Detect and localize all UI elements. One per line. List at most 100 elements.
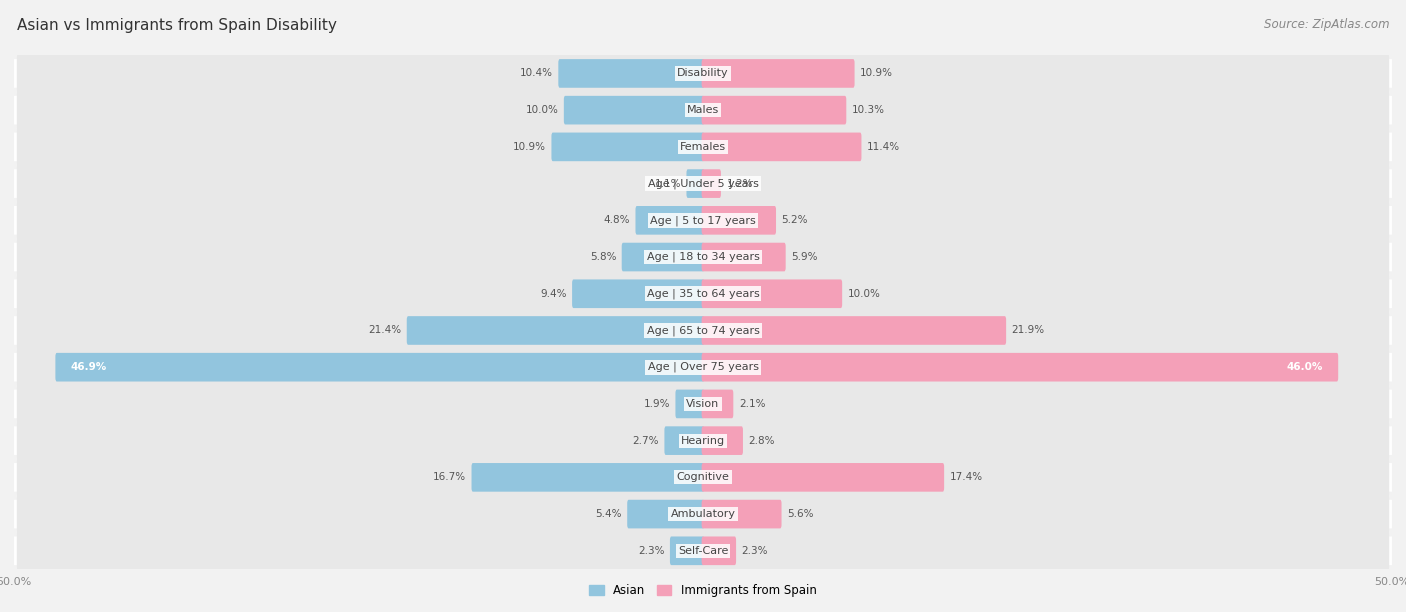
Text: 9.4%: 9.4% — [540, 289, 567, 299]
FancyBboxPatch shape — [14, 243, 1392, 271]
Text: Ambulatory: Ambulatory — [671, 509, 735, 519]
FancyBboxPatch shape — [665, 427, 704, 455]
FancyBboxPatch shape — [702, 427, 742, 455]
Text: Males: Males — [688, 105, 718, 115]
FancyBboxPatch shape — [17, 196, 1389, 245]
FancyBboxPatch shape — [17, 86, 1389, 135]
Text: Age | 35 to 64 years: Age | 35 to 64 years — [647, 288, 759, 299]
FancyBboxPatch shape — [14, 390, 1392, 418]
FancyBboxPatch shape — [702, 353, 1339, 381]
Text: 5.4%: 5.4% — [595, 509, 621, 519]
Text: 17.4%: 17.4% — [949, 472, 983, 482]
Text: Disability: Disability — [678, 69, 728, 78]
Text: 10.3%: 10.3% — [852, 105, 884, 115]
FancyBboxPatch shape — [572, 280, 704, 308]
FancyBboxPatch shape — [14, 280, 1392, 308]
Text: Females: Females — [681, 142, 725, 152]
Text: Vision: Vision — [686, 399, 720, 409]
Text: 2.8%: 2.8% — [748, 436, 775, 446]
Text: 46.0%: 46.0% — [1286, 362, 1323, 372]
FancyBboxPatch shape — [14, 427, 1392, 455]
FancyBboxPatch shape — [702, 96, 846, 124]
FancyBboxPatch shape — [17, 416, 1389, 465]
FancyBboxPatch shape — [702, 243, 786, 271]
Text: 1.1%: 1.1% — [654, 179, 681, 188]
Text: Asian vs Immigrants from Spain Disability: Asian vs Immigrants from Spain Disabilit… — [17, 18, 337, 34]
Text: 10.4%: 10.4% — [520, 69, 553, 78]
Text: 1.2%: 1.2% — [727, 179, 754, 188]
Text: 5.8%: 5.8% — [589, 252, 616, 262]
Text: 21.9%: 21.9% — [1012, 326, 1045, 335]
Text: 2.3%: 2.3% — [741, 546, 768, 556]
Text: 46.9%: 46.9% — [70, 362, 107, 372]
FancyBboxPatch shape — [702, 280, 842, 308]
FancyBboxPatch shape — [702, 463, 945, 491]
FancyBboxPatch shape — [621, 243, 704, 271]
Text: Age | Under 5 years: Age | Under 5 years — [648, 178, 758, 189]
Text: Age | 5 to 17 years: Age | 5 to 17 years — [650, 215, 756, 226]
FancyBboxPatch shape — [14, 316, 1392, 345]
FancyBboxPatch shape — [14, 537, 1392, 565]
Text: Age | Over 75 years: Age | Over 75 years — [648, 362, 758, 373]
FancyBboxPatch shape — [14, 463, 1392, 491]
FancyBboxPatch shape — [17, 490, 1389, 539]
FancyBboxPatch shape — [471, 463, 704, 491]
FancyBboxPatch shape — [702, 500, 782, 528]
FancyBboxPatch shape — [17, 453, 1389, 502]
FancyBboxPatch shape — [406, 316, 704, 345]
FancyBboxPatch shape — [702, 537, 737, 565]
Text: Age | 18 to 34 years: Age | 18 to 34 years — [647, 252, 759, 263]
Text: 11.4%: 11.4% — [868, 142, 900, 152]
Text: Hearing: Hearing — [681, 436, 725, 446]
FancyBboxPatch shape — [675, 390, 704, 418]
FancyBboxPatch shape — [702, 390, 734, 418]
FancyBboxPatch shape — [17, 122, 1389, 171]
FancyBboxPatch shape — [17, 306, 1389, 355]
FancyBboxPatch shape — [14, 170, 1392, 198]
Text: 5.9%: 5.9% — [792, 252, 818, 262]
FancyBboxPatch shape — [17, 269, 1389, 318]
FancyBboxPatch shape — [17, 526, 1389, 575]
Text: 4.8%: 4.8% — [603, 215, 630, 225]
FancyBboxPatch shape — [702, 170, 721, 198]
Text: 10.0%: 10.0% — [848, 289, 880, 299]
Text: Cognitive: Cognitive — [676, 472, 730, 482]
Text: 2.7%: 2.7% — [633, 436, 659, 446]
Text: 1.9%: 1.9% — [644, 399, 669, 409]
FancyBboxPatch shape — [17, 159, 1389, 208]
Text: Age | 65 to 74 years: Age | 65 to 74 years — [647, 325, 759, 336]
Legend: Asian, Immigrants from Spain: Asian, Immigrants from Spain — [585, 580, 821, 602]
FancyBboxPatch shape — [669, 537, 704, 565]
Text: 21.4%: 21.4% — [368, 326, 401, 335]
Text: Source: ZipAtlas.com: Source: ZipAtlas.com — [1264, 18, 1389, 31]
FancyBboxPatch shape — [686, 170, 704, 198]
FancyBboxPatch shape — [14, 500, 1392, 528]
Text: 10.0%: 10.0% — [526, 105, 558, 115]
FancyBboxPatch shape — [14, 353, 1392, 381]
FancyBboxPatch shape — [702, 133, 862, 161]
FancyBboxPatch shape — [17, 379, 1389, 428]
FancyBboxPatch shape — [702, 206, 776, 234]
FancyBboxPatch shape — [17, 49, 1389, 98]
Text: 10.9%: 10.9% — [513, 142, 546, 152]
Text: 5.6%: 5.6% — [787, 509, 814, 519]
FancyBboxPatch shape — [627, 500, 704, 528]
FancyBboxPatch shape — [14, 96, 1392, 124]
FancyBboxPatch shape — [702, 316, 1007, 345]
FancyBboxPatch shape — [558, 59, 704, 88]
Text: 10.9%: 10.9% — [860, 69, 893, 78]
Text: 2.3%: 2.3% — [638, 546, 665, 556]
FancyBboxPatch shape — [14, 206, 1392, 234]
FancyBboxPatch shape — [636, 206, 704, 234]
FancyBboxPatch shape — [55, 353, 704, 381]
FancyBboxPatch shape — [702, 59, 855, 88]
FancyBboxPatch shape — [17, 233, 1389, 282]
FancyBboxPatch shape — [14, 133, 1392, 161]
Text: 5.2%: 5.2% — [782, 215, 808, 225]
Text: 16.7%: 16.7% — [433, 472, 465, 482]
FancyBboxPatch shape — [14, 59, 1392, 88]
FancyBboxPatch shape — [17, 343, 1389, 392]
Text: 2.1%: 2.1% — [738, 399, 765, 409]
FancyBboxPatch shape — [564, 96, 704, 124]
Text: Self-Care: Self-Care — [678, 546, 728, 556]
